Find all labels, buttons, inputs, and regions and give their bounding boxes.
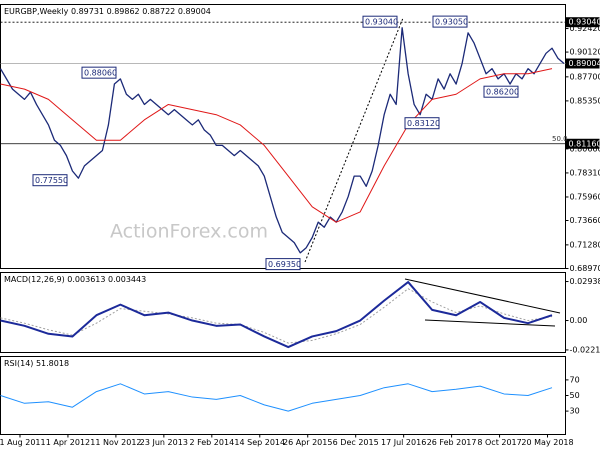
- series-line: [0, 27, 565, 254]
- annotation-box: [265, 258, 301, 271]
- annotation-box: [81, 66, 117, 79]
- annotation-label: 0.93050: [435, 18, 468, 27]
- macd-trend-line: [404, 278, 561, 314]
- y-tick-label: 0.78310: [570, 168, 600, 177]
- annotation-label: 0.93040: [365, 18, 398, 27]
- annotation-box: [404, 117, 440, 130]
- y-tick-label: 0.029387: [570, 277, 600, 286]
- level-label: 0.93040: [569, 18, 600, 27]
- y-tick-label: 0.87700: [570, 72, 600, 81]
- y-tick-label: 0.75960: [570, 192, 600, 201]
- panel-title: MACD(12,26,9) 0.003613 0.003443: [4, 275, 146, 284]
- y-tick-label: 0.92420: [570, 24, 600, 33]
- annotation-label: 0.77550: [35, 176, 68, 185]
- y-tick-label: 0.80660: [570, 144, 600, 153]
- annotation-label: 0.69350: [268, 260, 301, 269]
- series-line: [0, 281, 553, 349]
- y-tick-label: 30: [570, 407, 580, 416]
- annotation-label: 0.88060: [84, 69, 117, 78]
- x-tick-label: 21 Aug 2011: [0, 438, 46, 447]
- x-tick-label: 11 Nov 2012: [90, 438, 141, 447]
- level-label-box: [565, 138, 600, 149]
- annotation-label: 0.86200: [486, 88, 519, 97]
- x-tick-label: 26 Apr 2015: [283, 438, 332, 447]
- y-tick-label: 0.73660: [570, 216, 600, 225]
- x-tick-label: 2 Feb 2014: [189, 438, 234, 447]
- panel-title: RSI(14) 51.8018: [4, 359, 69, 368]
- level-label-box: [565, 58, 600, 69]
- x-tick-label: 8 Oct 2017: [477, 438, 521, 447]
- annotation-box: [32, 174, 68, 187]
- macd-panel: [0, 272, 566, 353]
- x-tick-label: 26 Feb 2017: [427, 438, 477, 447]
- x-tick-label: 17 Jul 2016: [381, 438, 426, 447]
- level-label-box: [565, 17, 600, 28]
- y-tick-label: 70: [570, 375, 580, 384]
- x-tick-label: 23 Jun 2013: [140, 438, 188, 447]
- y-tick-label: 0.71280: [570, 240, 600, 249]
- y-tick-label: 50: [570, 391, 580, 400]
- annotation-box: [362, 15, 398, 28]
- y-tick-label: 0.90120: [570, 48, 600, 57]
- x-tick-label: 6 Dec 2015: [333, 438, 379, 447]
- macd-trend-line: [424, 319, 556, 327]
- series-line: [0, 68, 553, 223]
- level-note: 50.0: [552, 135, 568, 143]
- annotation-box: [432, 15, 468, 28]
- x-tick-label: 20 May 2018: [521, 438, 573, 447]
- x-tick-label: 14 Sep 2014: [234, 438, 285, 447]
- y-tick-label: 0.00: [570, 316, 588, 325]
- level-label: 0.89004: [569, 59, 600, 68]
- watermark: ActionForex.com: [110, 221, 268, 243]
- level-label: 0.81160: [569, 139, 600, 148]
- y-tick-label: 0.68970: [570, 264, 600, 273]
- y-tick-label: 0.85350: [570, 96, 600, 105]
- panel-title: EURGBP,Weekly 0.89731 0.89862 0.88722 0.…: [4, 7, 211, 16]
- y-tick-label: -0.022161: [570, 345, 600, 354]
- series-line: [0, 383, 553, 412]
- annotation-label: 0.83120: [407, 119, 440, 128]
- series-line: [0, 288, 553, 344]
- annotation-box: [483, 85, 519, 98]
- x-tick-label: 1 Apr 2012: [46, 438, 90, 447]
